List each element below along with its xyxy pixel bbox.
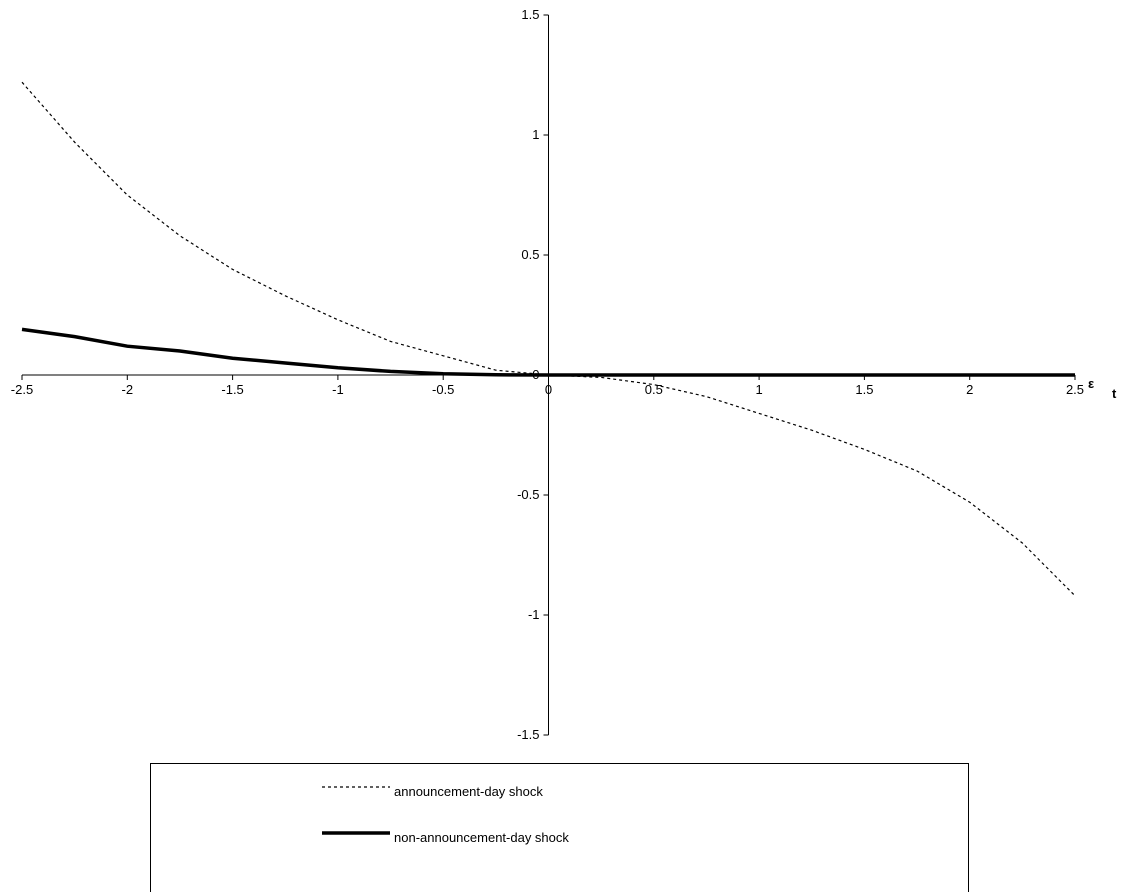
legend-label: non-announcement-day shock	[394, 830, 569, 845]
legend-label: announcement-day shock	[394, 784, 543, 799]
x-tick-label: 1.5	[855, 382, 873, 397]
x-tick-label: 0.5	[645, 382, 663, 397]
series-line	[21, 327, 1075, 377]
x-axis-label-subscript: t	[1112, 386, 1117, 401]
x-tick-label: -1.5	[221, 382, 243, 397]
x-tick-label: -2	[122, 382, 134, 397]
y-tick-label: 0.5	[521, 247, 539, 262]
x-tick-label: -0.5	[432, 382, 454, 397]
y-tick-label: -0.5	[517, 487, 539, 502]
y-tick-label: -1.5	[517, 727, 539, 742]
x-tick-label: -1	[332, 382, 344, 397]
x-tick-label: 2.5	[1066, 382, 1084, 397]
y-tick-label: -1	[528, 607, 540, 622]
legend-box	[150, 763, 969, 892]
x-tick-label: 2	[966, 382, 973, 397]
x-tick-label: -2.5	[11, 382, 33, 397]
x-axis-label: ε	[1088, 376, 1094, 391]
x-tick-label: 0	[545, 382, 552, 397]
y-tick-label: 1	[532, 127, 539, 142]
x-tick-label: 1	[755, 382, 762, 397]
y-tick-label: 1.5	[521, 7, 539, 22]
